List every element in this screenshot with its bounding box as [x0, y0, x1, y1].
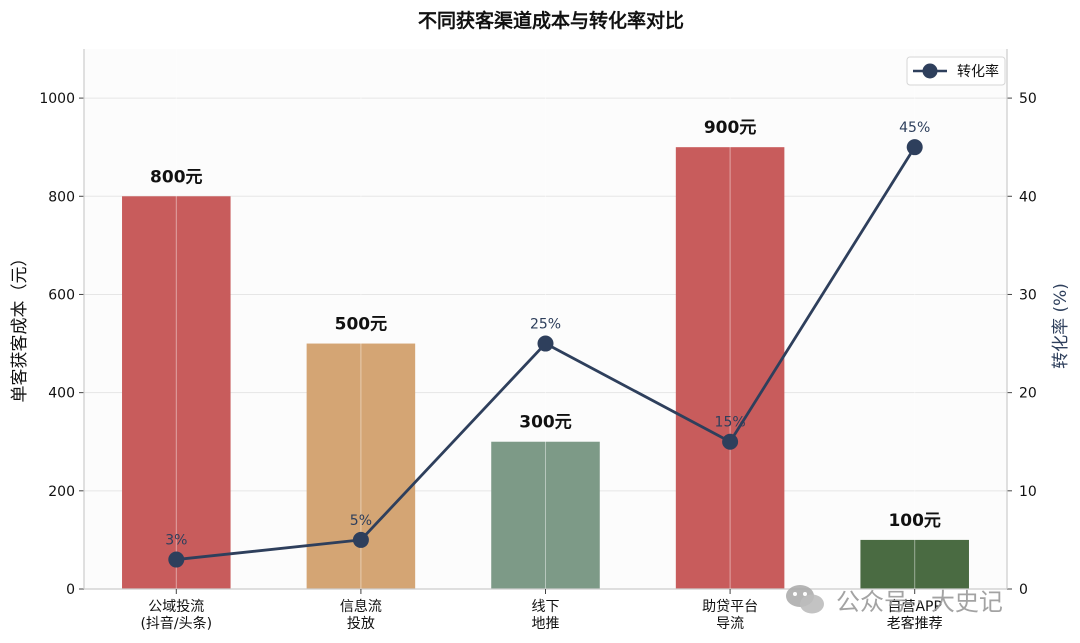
- bar-value-label: 300元: [519, 413, 572, 433]
- y-axis-right-label: 转化率 (%): [1051, 283, 1071, 369]
- watermark-text: 公众号 · 大史记: [836, 588, 1003, 616]
- bar-value-label: 500元: [335, 315, 388, 335]
- y-tick-label: 600: [48, 287, 75, 303]
- bar-value-label: 900元: [704, 118, 757, 138]
- data-labels: 800元 500元 300元 900元 100元 3% 5% 25% 15% 45%: [150, 118, 941, 548]
- y-right-tick-label: 30: [1019, 287, 1037, 303]
- bar-value-label: 800元: [150, 167, 203, 187]
- watermark: 公众号 · 大史记: [786, 585, 1003, 616]
- wechat-icon: [786, 585, 824, 614]
- y-right-tick-label: 20: [1019, 386, 1037, 402]
- x-tick-label: 地推: [532, 616, 560, 632]
- vertical-grid: [175, 49, 916, 589]
- x-tick-label: 线下: [532, 599, 560, 615]
- x-tick-label: 信息流: [340, 598, 382, 615]
- x-tick-label: 导流: [716, 616, 744, 632]
- legend-label: 转化率: [957, 63, 999, 80]
- conversion-point: [906, 139, 923, 156]
- x-tick-label: 自营APP: [887, 599, 941, 615]
- y-right-tick-label: 40: [1019, 189, 1037, 205]
- bar-value-label: 100元: [888, 511, 941, 531]
- conversion-point-label: 15%: [715, 415, 746, 431]
- y-tick-label: 800: [48, 189, 75, 205]
- y-axis-label: 单客获客成本（元）: [10, 250, 30, 403]
- conversion-point-label: 45%: [899, 120, 930, 136]
- conversion-point: [352, 531, 369, 548]
- bars: [122, 147, 969, 590]
- conversion-point: [537, 335, 554, 352]
- axes: 0 200 400 600 800 1000 0 10 20 30 40 50 公域投流(抖音/头条) 信…: [39, 49, 1037, 632]
- x-tick-label: 公域投流: [148, 599, 204, 615]
- conversion-point-label: 25%: [530, 317, 561, 333]
- y-right-tick-label: 50: [1019, 91, 1037, 107]
- y-right-tick-label: 10: [1019, 484, 1037, 500]
- x-tick-label: 老客推荐: [887, 615, 943, 632]
- x-tick-label: 助贷平台: [702, 599, 758, 615]
- y-right-tick-label: 0: [1019, 582, 1028, 598]
- legend: 转化率: [906, 56, 1006, 86]
- y-tick-label: 0: [66, 582, 75, 598]
- conversion-point: [722, 433, 739, 450]
- bar-1: [122, 196, 231, 590]
- y-tick-label: 1000: [39, 91, 75, 107]
- y-tick-label: 400: [48, 386, 75, 402]
- bar-3: [491, 441, 600, 589]
- bar-5: [860, 539, 969, 589]
- y-tick-label: 200: [48, 484, 75, 500]
- chart-title: 不同获客渠道成本与转化率对比: [418, 9, 684, 32]
- conversion-line: [168, 139, 923, 568]
- x-tick-label: (抖音/头条): [140, 615, 212, 632]
- legend-marker: [922, 63, 938, 79]
- x-tick-label: 投放: [347, 616, 375, 632]
- conversion-point: [168, 551, 185, 568]
- conversion-point-label: 3%: [165, 533, 187, 549]
- bar-2: [306, 343, 416, 589]
- conversion-point-label: 5%: [350, 513, 372, 529]
- bar-4: [675, 147, 785, 589]
